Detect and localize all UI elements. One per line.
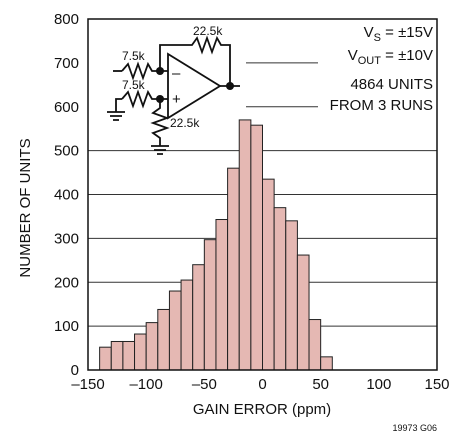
units-annotation: 4864 UNITS	[350, 76, 433, 93]
x-tick-label: 150	[424, 376, 449, 393]
circuit-schematic	[107, 35, 240, 155]
y-axis-title: NUMBER OF UNITS	[17, 138, 34, 277]
histogram-bar	[273, 207, 287, 371]
ground-symbol-bottom	[151, 145, 169, 155]
histogram-bars	[99, 119, 333, 371]
ground-wire-left	[115, 98, 122, 112]
vs-annotation: VS = ±15V	[364, 24, 433, 44]
y-tick-label: 200	[54, 274, 79, 291]
x-axis-title: GAIN ERROR (ppm)	[193, 401, 331, 418]
x-tick-label: –50	[192, 376, 217, 393]
histogram-bar	[192, 264, 205, 371]
histogram-bar	[203, 239, 217, 371]
y-tick-label: 600	[54, 99, 79, 116]
x-tick-label: 0	[258, 376, 266, 393]
y-tick-label: 500	[54, 143, 79, 160]
histogram-bar	[180, 279, 194, 371]
feedback-resistor	[159, 35, 231, 86]
circuit-nodes	[156, 67, 234, 103]
histogram-bar	[308, 319, 322, 371]
y-tick-label: 400	[54, 187, 79, 204]
x-tick-label: –150	[71, 376, 104, 393]
x-tick-label: 100	[366, 376, 391, 393]
y-tick-label: 100	[54, 318, 79, 335]
y-tick-label: 0	[71, 362, 79, 379]
y-tick-label: 300	[54, 230, 79, 247]
input-resistor-negative	[121, 61, 168, 81]
op-amp-symbol	[167, 52, 222, 120]
y-tick-labels: 0 100 200 300 400 500 600 700 800	[54, 11, 79, 379]
svg-text:22.5k: 22.5k	[193, 24, 223, 38]
svg-text:–: –	[172, 65, 181, 82]
x-tick-label: –100	[129, 376, 162, 393]
svg-text:7.5k: 7.5k	[122, 49, 146, 63]
histogram-bar	[157, 308, 170, 371]
x-tick-label: 50	[312, 376, 329, 393]
plot-frame	[87, 18, 438, 371]
svg-text:7.5k: 7.5k	[122, 78, 146, 92]
histogram-bar	[215, 219, 229, 371]
annotation-block: VS = ±15V VOUT = ±10V 4864 UNITS FROM 3 …	[330, 24, 433, 114]
input-resistor-positive	[121, 89, 168, 109]
ground-symbol-left	[107, 111, 125, 121]
histogram-bar	[296, 254, 310, 371]
ground-resistor	[150, 99, 170, 146]
histogram-bar	[262, 178, 275, 371]
figure-id: 19973 G06	[392, 423, 437, 433]
histogram-bar	[168, 290, 182, 371]
vout-annotation: VOUT = ±10V	[348, 47, 433, 67]
svg-text:22.5k: 22.5k	[170, 116, 200, 130]
svg-text:+: +	[172, 91, 181, 108]
y-tick-label: 700	[54, 55, 79, 72]
histogram-bar	[99, 346, 112, 371]
runs-annotation: FROM 3 RUNS	[330, 97, 433, 114]
histogram-bar	[145, 322, 159, 371]
histogram-bar	[238, 119, 252, 371]
histogram-bar	[320, 356, 333, 371]
histogram-bar	[110, 340, 124, 371]
histogram-bar	[227, 167, 240, 371]
histogram-bar	[285, 220, 298, 371]
histogram-bar	[250, 124, 264, 371]
histogram-bar	[134, 333, 147, 371]
x-tick-labels: –150 –100 –50 0 50 100 150	[71, 376, 449, 393]
circuit-labels: 22.5k 7.5k 7.5k 22.5k – +	[122, 24, 223, 130]
histogram-bar	[122, 340, 136, 371]
y-tick-label: 800	[54, 11, 79, 28]
